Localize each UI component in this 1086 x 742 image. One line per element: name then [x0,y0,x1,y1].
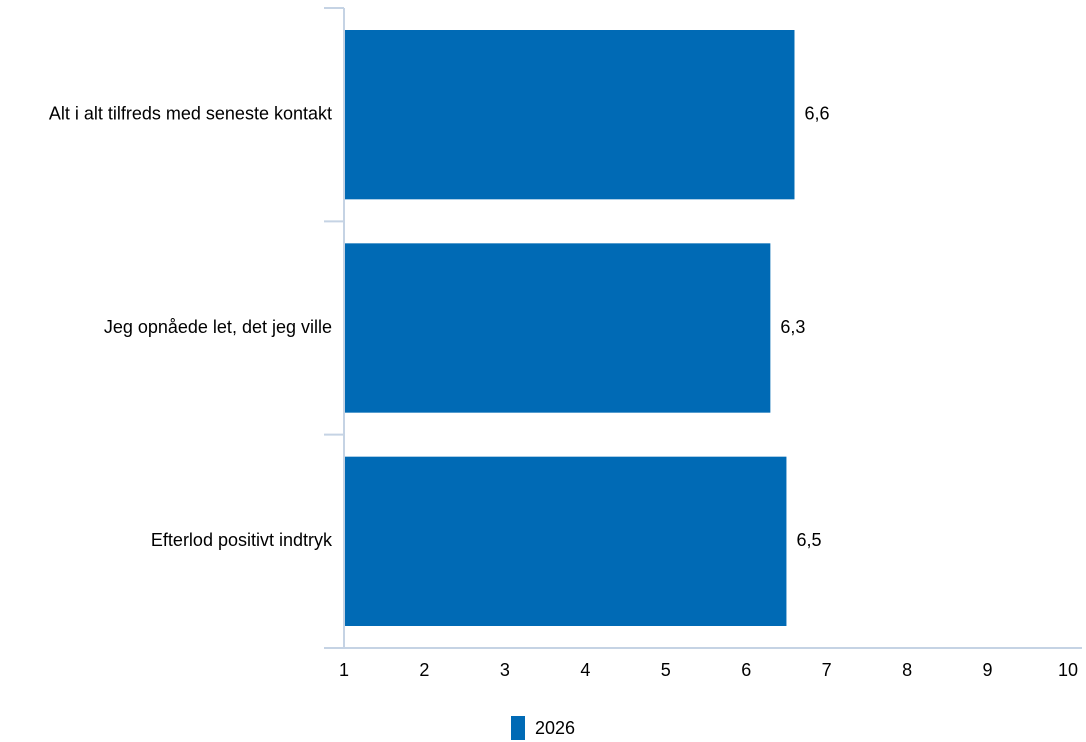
legend-swatch [511,716,525,740]
x-tick-label: 6 [741,660,751,680]
x-tick-label: 1 [339,660,349,680]
x-tick-labels: 1 2 3 4 5 6 7 8 9 10 [339,660,1078,680]
x-tick-label: 2 [419,660,429,680]
data-labels: 6,6 6,3 6,5 [780,103,829,550]
category-label: Jeg opnåede let, det jeg ville [104,317,332,337]
bar [345,243,771,413]
legend-label: 2026 [535,717,576,738]
data-label: 6,6 [804,103,829,123]
x-tick-label: 4 [580,660,590,680]
legend: 2026 [511,716,575,740]
x-tick-label: 3 [500,660,510,680]
category-label: Alt i alt tilfreds med seneste kontakt [49,103,332,123]
category-label: Efterlod positivt indtryk [151,530,333,550]
data-label: 6,3 [780,317,805,337]
x-tick-label: 7 [822,660,832,680]
axes [324,7,1082,649]
x-tick-label: 8 [902,660,912,680]
x-tick-label: 10 [1058,660,1078,680]
x-tick-label: 9 [983,660,993,680]
category-labels: Alt i alt tilfreds med seneste kontakt Je… [49,103,333,550]
data-label: 6,5 [796,530,821,550]
bar [345,456,787,626]
bars [345,30,795,626]
bar [345,30,795,200]
x-tick-label: 5 [661,660,671,680]
